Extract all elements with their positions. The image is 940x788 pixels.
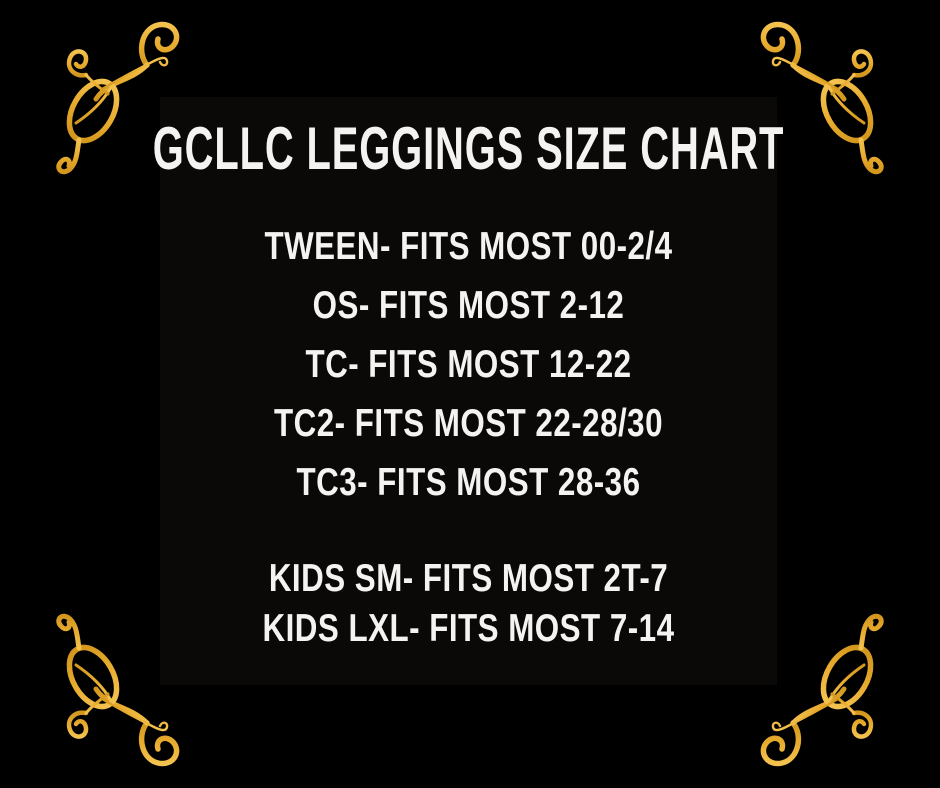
size-row-tc3: TC3- FITS MOST 28-36 [296, 459, 641, 504]
kids-size-list: KIDS SM- FITS MOST 2T-7 KIDS LXL- FITS M… [160, 553, 777, 653]
chart-title: GCLLC LEGGINGS SIZE CHART [152, 113, 785, 181]
size-row-tc2: TC2- FITS MOST 22-28/30 [274, 400, 663, 445]
adult-size-list: TWEEN- FITS MOST 00-2/4 OS- FITS MOST 2-… [160, 216, 777, 511]
chart-panel: GCLLC LEGGINGS SIZE CHART TWEEN- FITS MO… [153, 97, 783, 685]
size-row-kids-sm: KIDS SM- FITS MOST 2T-7 [268, 555, 669, 600]
size-row-tween: TWEEN- FITS MOST 00-2/4 [264, 223, 673, 268]
size-row-kids-lxl: KIDS LXL- FITS MOST 7-14 [262, 605, 675, 650]
size-row-os: OS- FITS MOST 2-12 [312, 282, 625, 327]
size-row-tc: TC- FITS MOST 12-22 [305, 341, 632, 386]
